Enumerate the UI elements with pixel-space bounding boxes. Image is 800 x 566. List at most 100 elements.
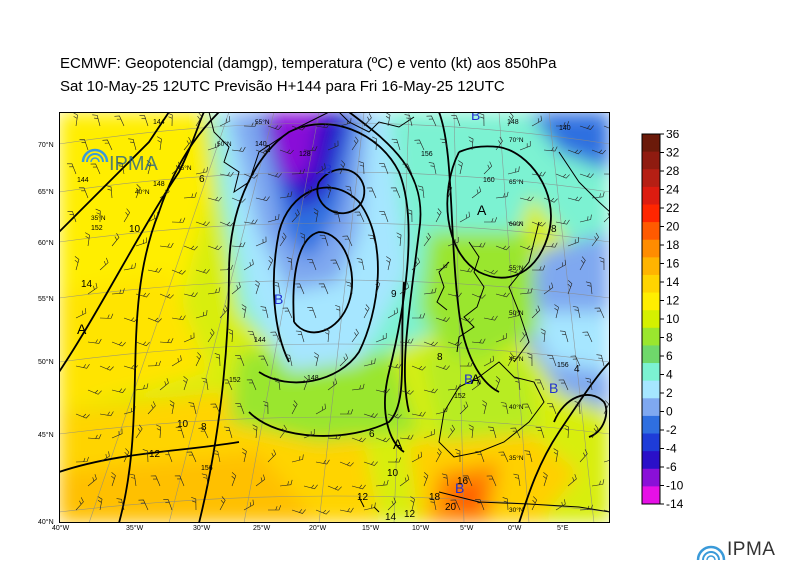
wind-barb — [531, 115, 542, 127]
wind-barb — [219, 496, 226, 511]
wind-barb — [375, 437, 390, 443]
wind-barb — [315, 163, 326, 175]
wind-barb — [147, 268, 162, 273]
colorbar-tick-label: 18 — [666, 238, 680, 252]
wind-barb — [540, 328, 546, 343]
wind-barb — [391, 138, 401, 151]
wind-barb — [174, 475, 185, 487]
pressure-center: B — [464, 371, 473, 387]
temp-label: 14 — [385, 512, 397, 523]
wind-barb — [531, 305, 541, 319]
wind-barb — [502, 497, 509, 511]
wind-barb — [279, 149, 294, 155]
contour-label: 156 — [201, 465, 213, 472]
contour-label: 148 — [507, 119, 519, 126]
wind-barb — [303, 186, 313, 199]
wind-barb — [507, 310, 520, 319]
wind-barb — [399, 474, 410, 487]
wind-barb — [207, 287, 221, 295]
wind-barb — [563, 424, 569, 439]
contour-label: 152 — [454, 393, 466, 400]
wind-barb — [156, 424, 162, 439]
wind-barb — [123, 262, 136, 271]
wind-barb — [201, 377, 209, 391]
wind-barb — [351, 328, 359, 343]
wind-barb — [447, 341, 462, 347]
colorbar-tick-label: 24 — [666, 183, 680, 197]
wind-barb — [75, 456, 89, 463]
wind-barb — [599, 256, 605, 271]
wind-barb — [75, 413, 90, 419]
wind-barb — [513, 473, 521, 487]
lon-label: 0°W — [508, 525, 522, 532]
wind-barb — [279, 479, 293, 487]
contour-label: 152 — [91, 225, 103, 232]
wind-barb — [483, 315, 498, 321]
wind-barb — [111, 232, 120, 247]
wind-barb — [447, 424, 455, 439]
wind-barb — [435, 406, 448, 415]
wind-barb — [195, 352, 202, 367]
wind-barb — [375, 280, 381, 295]
wind-barb — [495, 245, 510, 251]
wind-barb — [267, 256, 274, 271]
wind-barb — [327, 378, 338, 391]
colorbar-swatch — [642, 415, 660, 435]
colorbar-tick-label: 0 — [666, 405, 673, 419]
colorbar-tick-label: 8 — [666, 331, 673, 345]
wind-barb — [243, 219, 258, 225]
graticule-labels: 55°N 50°N 45°N 40°N 35°N 70°N 65°N 60°N … — [91, 118, 524, 514]
wind-barb — [183, 332, 195, 343]
wind-barb — [459, 267, 474, 273]
wind-barb — [255, 280, 260, 295]
wind-barb — [191, 496, 197, 511]
wind-barb — [79, 139, 89, 151]
wind-barb — [547, 355, 557, 367]
wind-barb — [554, 304, 559, 319]
wind-barb — [95, 208, 101, 223]
wind-barb — [423, 472, 429, 487]
wind-barb — [147, 317, 162, 323]
wind-barb — [279, 232, 287, 247]
wind-barb — [235, 403, 245, 415]
wind-barb — [543, 197, 558, 203]
wind-barb — [327, 140, 339, 151]
wind-barb — [471, 378, 482, 391]
wind-barb — [128, 138, 137, 151]
wind-barb — [243, 121, 258, 127]
lat-label: 60°N — [38, 240, 54, 247]
wind-barb — [183, 292, 198, 297]
grid-label: 45°N — [177, 164, 192, 172]
wind-barb — [385, 112, 391, 127]
wind-barb — [99, 411, 114, 417]
wind-barb — [163, 451, 173, 463]
wind-barb — [579, 125, 594, 130]
wind-barb — [219, 221, 234, 227]
temp-label: 12 — [149, 449, 161, 460]
wind-barb — [284, 354, 293, 367]
wind-barb — [339, 507, 354, 513]
colorbar-tick-label: -14 — [666, 497, 684, 510]
wind-barb — [596, 354, 605, 367]
wind-barb — [171, 269, 186, 275]
wind-barb — [195, 166, 208, 175]
wind-barb — [186, 451, 197, 463]
wind-barb — [111, 288, 125, 295]
wind-barb — [410, 496, 415, 511]
temp-label: 8 — [551, 224, 557, 235]
wind-barb — [219, 116, 231, 127]
wind-barb — [447, 292, 462, 298]
wind-barb — [123, 406, 136, 415]
grid-label: 55°N — [509, 264, 524, 272]
wind-barb — [547, 403, 557, 415]
wind-barb — [535, 426, 545, 439]
wind-barb — [135, 184, 141, 199]
wind-barb — [402, 163, 413, 175]
wind-barb — [111, 472, 116, 487]
wind-barb — [543, 146, 558, 152]
wind-barb — [116, 498, 125, 511]
colorbar-swatch — [642, 363, 660, 382]
wind-barb — [399, 434, 414, 440]
geopotential-contours — [59, 112, 610, 523]
wind-barb — [603, 400, 610, 415]
